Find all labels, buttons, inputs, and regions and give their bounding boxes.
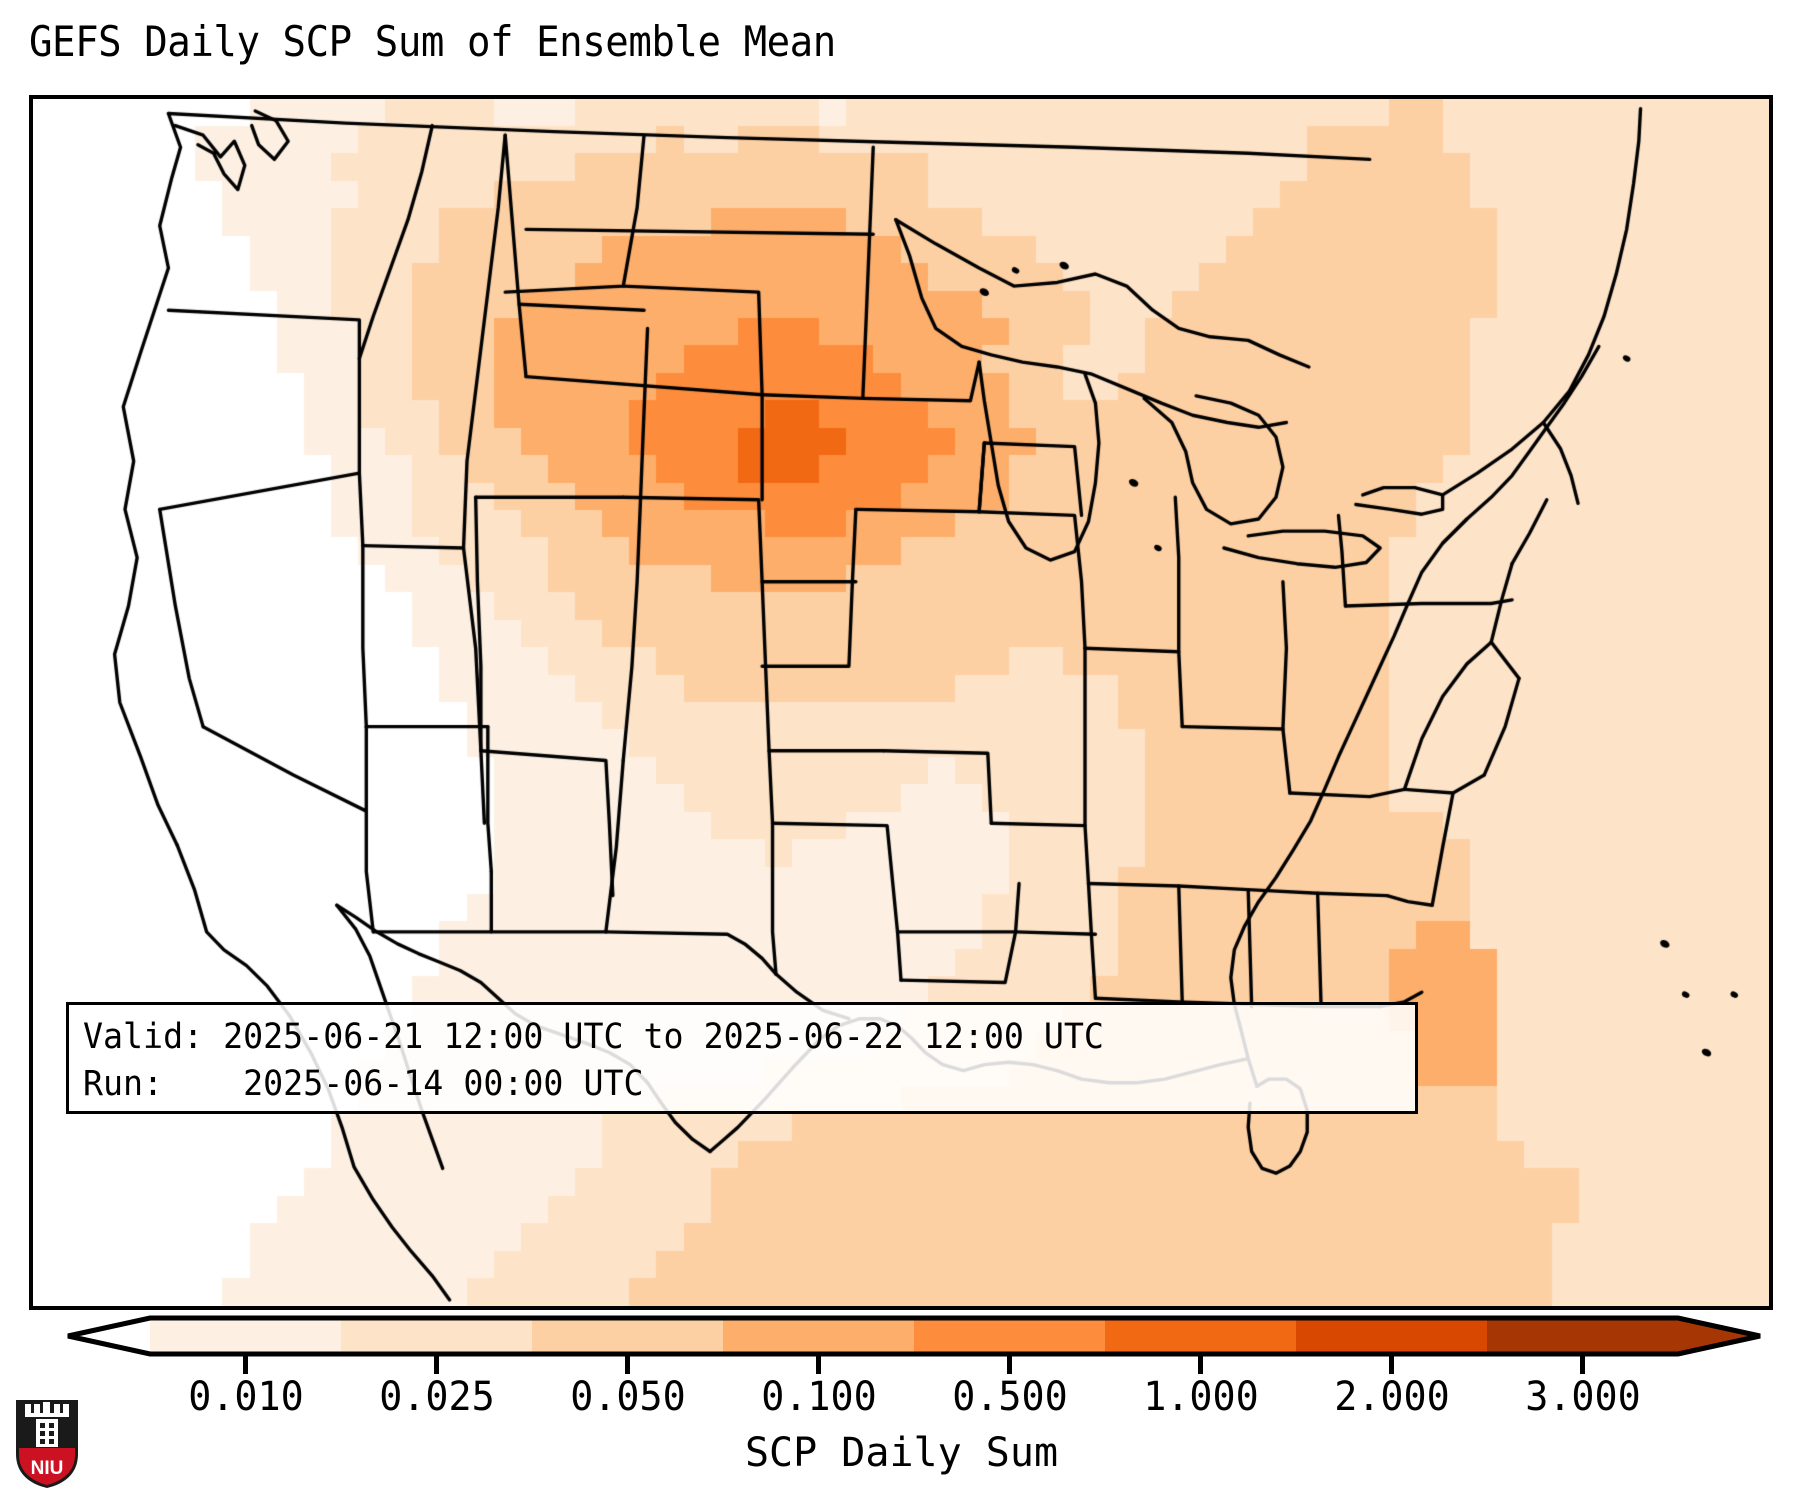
colorbar-axis-label: SCP Daily Sum [744, 1430, 1059, 1476]
colorbar-band [914, 1318, 1106, 1354]
colorbar-over-arrow [1678, 1318, 1760, 1354]
colorbar-band [532, 1318, 724, 1354]
colorbar-outline [67, 1315, 1761, 1357]
colorbar-tick-label: 0.050 [569, 1374, 686, 1420]
colorbar-band [1296, 1318, 1488, 1354]
valid-time-line: Valid: 2025-06-21 12:00 UTC to 2025-06-2… [83, 1017, 1104, 1057]
map-clip [33, 99, 1769, 1306]
colorbar [0, 1308, 1803, 1378]
geography-outline-layer [33, 99, 1769, 1306]
colorbar-tick-label: 0.100 [760, 1374, 877, 1420]
colorbar-band [1487, 1318, 1679, 1354]
colorbar-under-arrow [68, 1318, 150, 1354]
valid-run-info-box: Valid: 2025-06-21 12:00 UTC to 2025-06-2… [66, 1002, 1418, 1114]
colorbar-tick-label: 0.025 [378, 1374, 495, 1420]
colorbar-band [723, 1318, 915, 1354]
colorbar-tick-label: 3.000 [1524, 1374, 1641, 1420]
niu-logo-text: NIU [31, 1458, 64, 1479]
colorbar-band [341, 1318, 533, 1354]
colorbar-band [1105, 1318, 1297, 1354]
colorbar-svg [67, 1315, 1761, 1374]
run-time-line: Run: 2025-06-14 00:00 UTC [83, 1064, 644, 1104]
niu-logo: NIU [16, 1400, 78, 1488]
colorbar-band [150, 1318, 342, 1354]
colorbar-tick-label: 1.000 [1142, 1374, 1259, 1420]
colorbar-tick-label: 0.500 [951, 1374, 1068, 1420]
colorbar-tick-label: 2.000 [1333, 1374, 1450, 1420]
map-panel: Valid: 2025-06-21 12:00 UTC to 2025-06-2… [29, 95, 1773, 1310]
colorbar-tick-label: 0.010 [187, 1374, 304, 1420]
colorbar-tick-labels: 0.010 0.025 0.050 0.100 0.500 1.000 2.000 3.000 [0, 1375, 1803, 1425]
page-title: GEFS Daily SCP Sum of Ensemble Mean [29, 17, 836, 66]
